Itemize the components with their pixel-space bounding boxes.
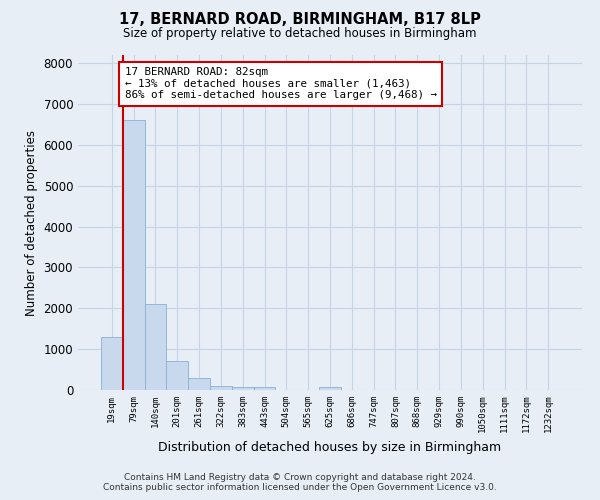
Bar [145,304,166,390]
Bar [254,387,275,390]
Text: 17 BERNARD ROAD: 82sqm
← 13% of detached houses are smaller (1,463)
86% of semi-: 17 BERNARD ROAD: 82sqm ← 13% of detached… [125,68,437,100]
Y-axis label: Number of detached properties: Number of detached properties [25,130,38,316]
X-axis label: Distribution of detached houses by size in Birmingham: Distribution of detached houses by size … [158,441,502,454]
Text: 17, BERNARD ROAD, BIRMINGHAM, B17 8LP: 17, BERNARD ROAD, BIRMINGHAM, B17 8LP [119,12,481,28]
Bar [123,120,145,390]
Text: Size of property relative to detached houses in Birmingham: Size of property relative to detached ho… [123,28,477,40]
Bar [210,386,232,390]
Bar [188,378,210,390]
Bar [101,337,123,390]
Bar [232,387,254,390]
Bar [166,362,188,390]
Bar [319,387,341,390]
Text: Contains HM Land Registry data © Crown copyright and database right 2024.
Contai: Contains HM Land Registry data © Crown c… [103,473,497,492]
